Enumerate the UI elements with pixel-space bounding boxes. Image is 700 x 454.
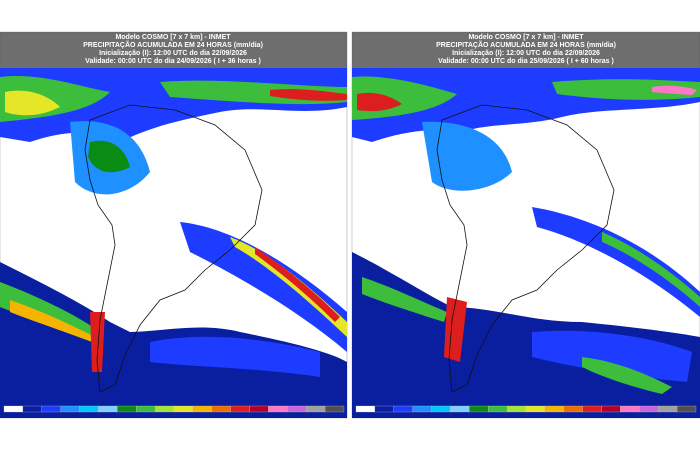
map-panel: Modelo COSMO [7 x 7 km] - INMET PRECIPIT… bbox=[351, 31, 700, 419]
legend-label: 150 bbox=[655, 412, 662, 417]
legend-swatch bbox=[676, 405, 697, 413]
legend-label: 10 bbox=[429, 412, 434, 417]
legend-label: 15 bbox=[448, 412, 453, 417]
legend-label: 20 bbox=[467, 412, 472, 417]
init-time: Inicialização (I): 12:00 UTC do dia 22/0… bbox=[99, 50, 247, 57]
coastline bbox=[436, 104, 615, 393]
header-band bbox=[0, 32, 347, 68]
legend-label: 30 bbox=[153, 412, 158, 417]
legend-label: 200 bbox=[674, 412, 681, 417]
legend-label: 80 bbox=[247, 412, 252, 417]
legend-label: 1 bbox=[374, 412, 377, 417]
coastline bbox=[84, 104, 263, 393]
legend-label: 20 bbox=[115, 412, 120, 417]
legend-swatch bbox=[393, 405, 413, 413]
legend-label: 25 bbox=[486, 412, 491, 417]
valid-time: Validade: 00:00 UTC do dia 24/09/2026 ( … bbox=[85, 58, 261, 65]
legend-label: 40 bbox=[524, 412, 529, 417]
legend-swatch bbox=[355, 405, 376, 413]
init-time: Inicialização (I): 12:00 UTC do dia 22/0… bbox=[452, 50, 600, 57]
legend-label: 125 bbox=[284, 412, 291, 417]
color-legend: 1 2 5 10 15 20 25 30 40 50 60 70 80 100 125 150 200 bbox=[355, 405, 697, 417]
legend-label: 70 bbox=[228, 412, 233, 417]
product-title: PRECIPITAÇÃO ACUMULADA EM 24 HORAS (mm/d… bbox=[436, 40, 616, 49]
legend-label: 5 bbox=[60, 412, 63, 417]
legend-label: 10 bbox=[77, 412, 82, 417]
legend-label: 125 bbox=[636, 412, 643, 417]
model-name: Modelo COSMO [7 x 7 km] - INMET bbox=[468, 34, 584, 41]
legend-label: 200 bbox=[322, 412, 329, 417]
legend-label: 100 bbox=[265, 412, 272, 417]
map-panel: Modelo COSMO [7 x 7 km] - INMET PRECIPIT… bbox=[0, 31, 348, 419]
legend-swatch bbox=[324, 405, 345, 413]
legend-label: 60 bbox=[210, 412, 215, 417]
legend-swatch bbox=[3, 405, 24, 413]
legend-label: 50 bbox=[191, 412, 196, 417]
precipitation-field bbox=[0, 68, 347, 418]
legend-label: 30 bbox=[505, 412, 510, 417]
legend-label: 2 bbox=[393, 412, 396, 417]
header-band bbox=[352, 32, 700, 68]
legend-label: 150 bbox=[303, 412, 310, 417]
precipitation-field bbox=[352, 68, 700, 418]
legend-label: 40 bbox=[172, 412, 177, 417]
model-name: Modelo COSMO [7 x 7 km] - INMET bbox=[115, 34, 231, 41]
legend-label: 25 bbox=[134, 412, 139, 417]
legend-label: 1 bbox=[22, 412, 25, 417]
product-title: PRECIPITAÇÃO ACUMULADA EM 24 HORAS (mm/d… bbox=[83, 40, 263, 49]
color-legend: 1 2 5 10 15 20 25 30 40 50 60 70 80 100 125 150 200 bbox=[3, 405, 345, 417]
valid-time: Validade: 00:00 UTC do dia 25/09/2026 ( … bbox=[438, 58, 614, 65]
legend-label: 15 bbox=[96, 412, 101, 417]
legend-label: 50 bbox=[543, 412, 548, 417]
legend-label: 100 bbox=[617, 412, 624, 417]
legend-swatch bbox=[22, 405, 42, 413]
legend-label: 70 bbox=[580, 412, 585, 417]
legend-swatch bbox=[41, 405, 61, 413]
legend-swatch bbox=[374, 405, 394, 413]
legend-label: 80 bbox=[599, 412, 604, 417]
legend-label: 2 bbox=[41, 412, 44, 417]
legend-label: 5 bbox=[412, 412, 415, 417]
legend-label: 60 bbox=[562, 412, 567, 417]
